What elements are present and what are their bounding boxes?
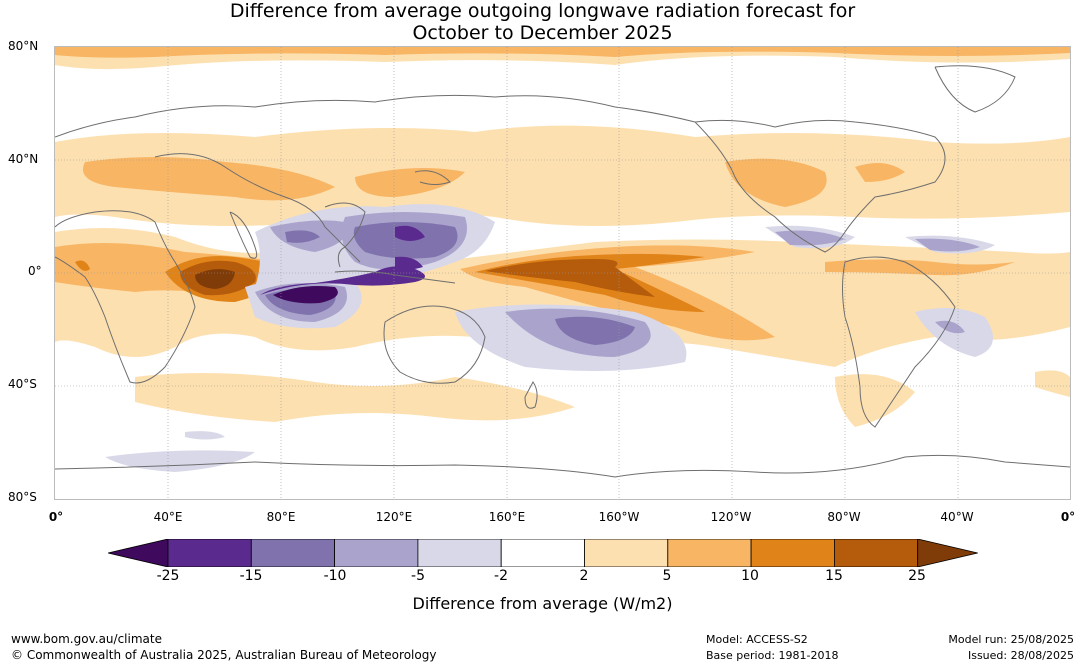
- colorbar-segment: [584, 539, 669, 567]
- colorbar-tick: -15: [239, 568, 263, 584]
- footer-model-info: Model: ACCESS-S2 Base period: 1981-2018: [706, 632, 838, 664]
- colorbar-extend-low: [108, 539, 169, 567]
- colorbar-tick: 2: [579, 568, 589, 584]
- coastlines: [55, 65, 1070, 478]
- colorbar-segment: [500, 539, 585, 567]
- lon-label-160e: 160°E: [488, 510, 526, 524]
- title-line-2: October to December 2025: [412, 22, 673, 44]
- footer-dates: Model run: 25/08/2025 Issued: 28/08/2025: [948, 632, 1074, 664]
- graticule: [55, 47, 1070, 499]
- lat-label-0: 0°: [28, 264, 42, 278]
- colorbar-segment: [667, 539, 752, 567]
- anomaly-fill-over-25: [195, 269, 235, 289]
- lon-label-160w: 160°W: [598, 510, 640, 524]
- colorbar-tick: -5: [411, 568, 425, 584]
- lon-label-120w: 120°W: [710, 510, 752, 524]
- colorbar-segment: [167, 539, 252, 567]
- colorbar-tick: -2: [494, 568, 508, 584]
- lon-label-80w: 80°W: [827, 510, 861, 524]
- colorbar-tick: -25: [156, 568, 180, 584]
- lon-label-80e: 80°E: [266, 510, 296, 524]
- anomaly-fill-under-minus-25: [273, 286, 338, 304]
- colorbar-segment: [250, 539, 336, 567]
- lat-label-40n: 40°N: [8, 152, 39, 166]
- colorbar-segment: [834, 539, 919, 567]
- lon-label-40w: 40°W: [940, 510, 974, 524]
- footer-copyright: © Commonwealth of Australia 2025, Austra…: [11, 648, 437, 662]
- colorbar-segment: [417, 539, 502, 567]
- colorbar-extend-high: [917, 539, 978, 567]
- lat-label-80s: 80°S: [8, 490, 37, 504]
- colorbar-segment: [750, 539, 835, 567]
- lat-label-40s: 40°S: [8, 377, 37, 391]
- map-title: Difference from average outgoing longwav…: [0, 0, 1085, 44]
- colorbar-tick: 15: [825, 568, 843, 584]
- footer-model-run: Model run: 25/08/2025: [948, 633, 1074, 646]
- lon-label-0-west: 0°: [48, 510, 64, 524]
- lon-label-40e: 40°E: [153, 510, 183, 524]
- colorbar-tick: -10: [323, 568, 347, 584]
- colorbar-tick: 25: [908, 568, 926, 584]
- footer-issued: Issued: 28/08/2025: [967, 649, 1074, 662]
- footer-url: www.bom.gov.au/climate: [11, 632, 162, 646]
- colorbar-label: Difference from average (W/m2): [412, 594, 673, 613]
- footer-base-period: Base period: 1981-2018: [706, 649, 839, 662]
- colorbar: [108, 539, 978, 567]
- lon-label-0-east: 0°: [1060, 510, 1076, 524]
- colorbar-segment: [334, 539, 419, 567]
- colorbar-tick: 10: [741, 568, 759, 584]
- lat-label-80n: 80°N: [8, 39, 39, 53]
- map-canvas: [55, 47, 1070, 499]
- footer-model: Model: ACCESS-S2: [706, 633, 808, 646]
- lon-label-120e: 120°E: [375, 510, 413, 524]
- title-line-1: Difference from average outgoing longwav…: [229, 0, 856, 22]
- forecast-map: [54, 46, 1071, 500]
- colorbar-tick: 5: [662, 568, 672, 584]
- footer-left: www.bom.gov.au/climate © Commonwealth of…: [11, 631, 436, 663]
